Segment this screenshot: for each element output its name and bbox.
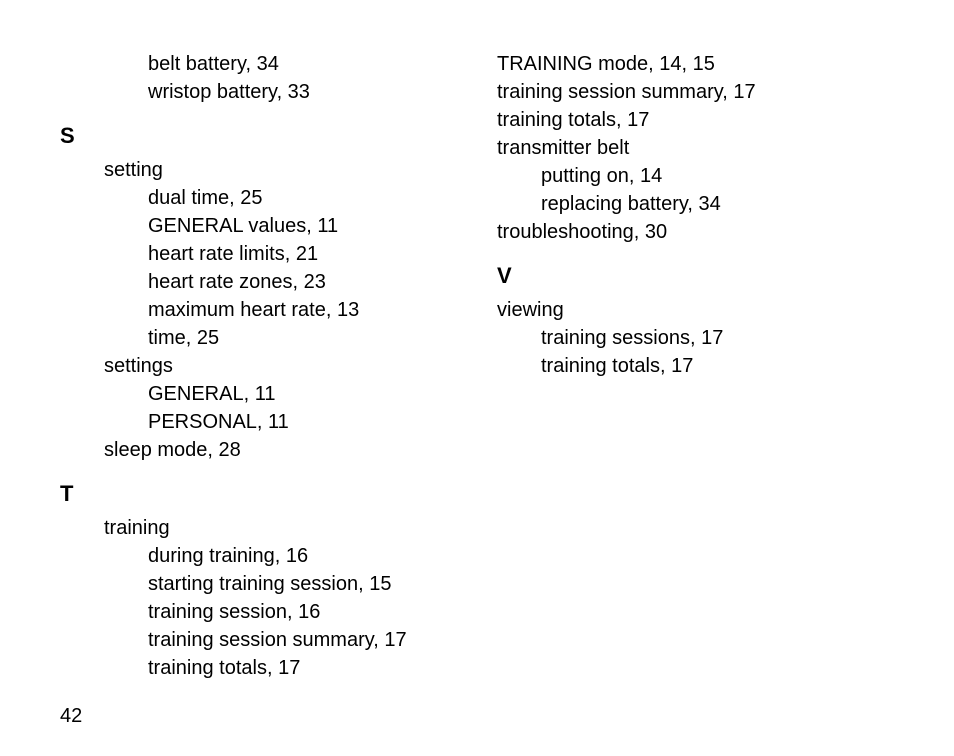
index-subentry: training totals, 17 — [60, 654, 457, 682]
index-subentry: time, 25 — [60, 324, 457, 352]
index-letter: V — [497, 262, 894, 290]
index-entry: transmitter belt — [497, 134, 894, 162]
index-subentry: starting training session, 15 — [60, 570, 457, 598]
index-subentry: wristop battery, 33 — [60, 78, 457, 106]
index-entry: training — [60, 514, 457, 542]
index-subentry: GENERAL, 11 — [60, 380, 457, 408]
page-number: 42 — [60, 705, 82, 728]
index-subentry: heart rate zones, 23 — [60, 268, 457, 296]
index-entry: setting — [60, 156, 457, 184]
index-subentry: belt battery, 34 — [60, 50, 457, 78]
index-entry: sleep mode, 28 — [60, 436, 457, 464]
index-subentry: during training, 16 — [60, 542, 457, 570]
index-subentry: training totals, 17 — [497, 352, 894, 380]
index-page: belt battery, 34wristop battery, 33 Ssett… — [0, 0, 954, 756]
index-entry: TRAINING mode, 14, 15 — [497, 50, 894, 78]
index-subentry: training session summary, 17 — [60, 626, 457, 654]
index-letter: S — [60, 122, 457, 150]
column-right: TRAINING mode, 14, 15training session su… — [497, 50, 894, 682]
index-entry: viewing — [497, 296, 894, 324]
index-subentry: GENERAL values, 11 — [60, 212, 457, 240]
index-letter: T — [60, 480, 457, 508]
columns-container: belt battery, 34wristop battery, 33 Ssett… — [0, 0, 954, 682]
column-left: belt battery, 34wristop battery, 33 Ssett… — [60, 50, 457, 682]
index-entry: training session summary, 17 — [497, 78, 894, 106]
index-entry: troubleshooting, 30 — [497, 218, 894, 246]
index-subentry: dual time, 25 — [60, 184, 457, 212]
index-subentry: training sessions, 17 — [497, 324, 894, 352]
index-entry: settings — [60, 352, 457, 380]
index-subentry: PERSONAL, 11 — [60, 408, 457, 436]
index-subentry: putting on, 14 — [497, 162, 894, 190]
index-subentry: replacing battery, 34 — [497, 190, 894, 218]
index-subentry: heart rate limits, 21 — [60, 240, 457, 268]
index-entry: training totals, 17 — [497, 106, 894, 134]
index-subentry: training session, 16 — [60, 598, 457, 626]
index-subentry: maximum heart rate, 13 — [60, 296, 457, 324]
